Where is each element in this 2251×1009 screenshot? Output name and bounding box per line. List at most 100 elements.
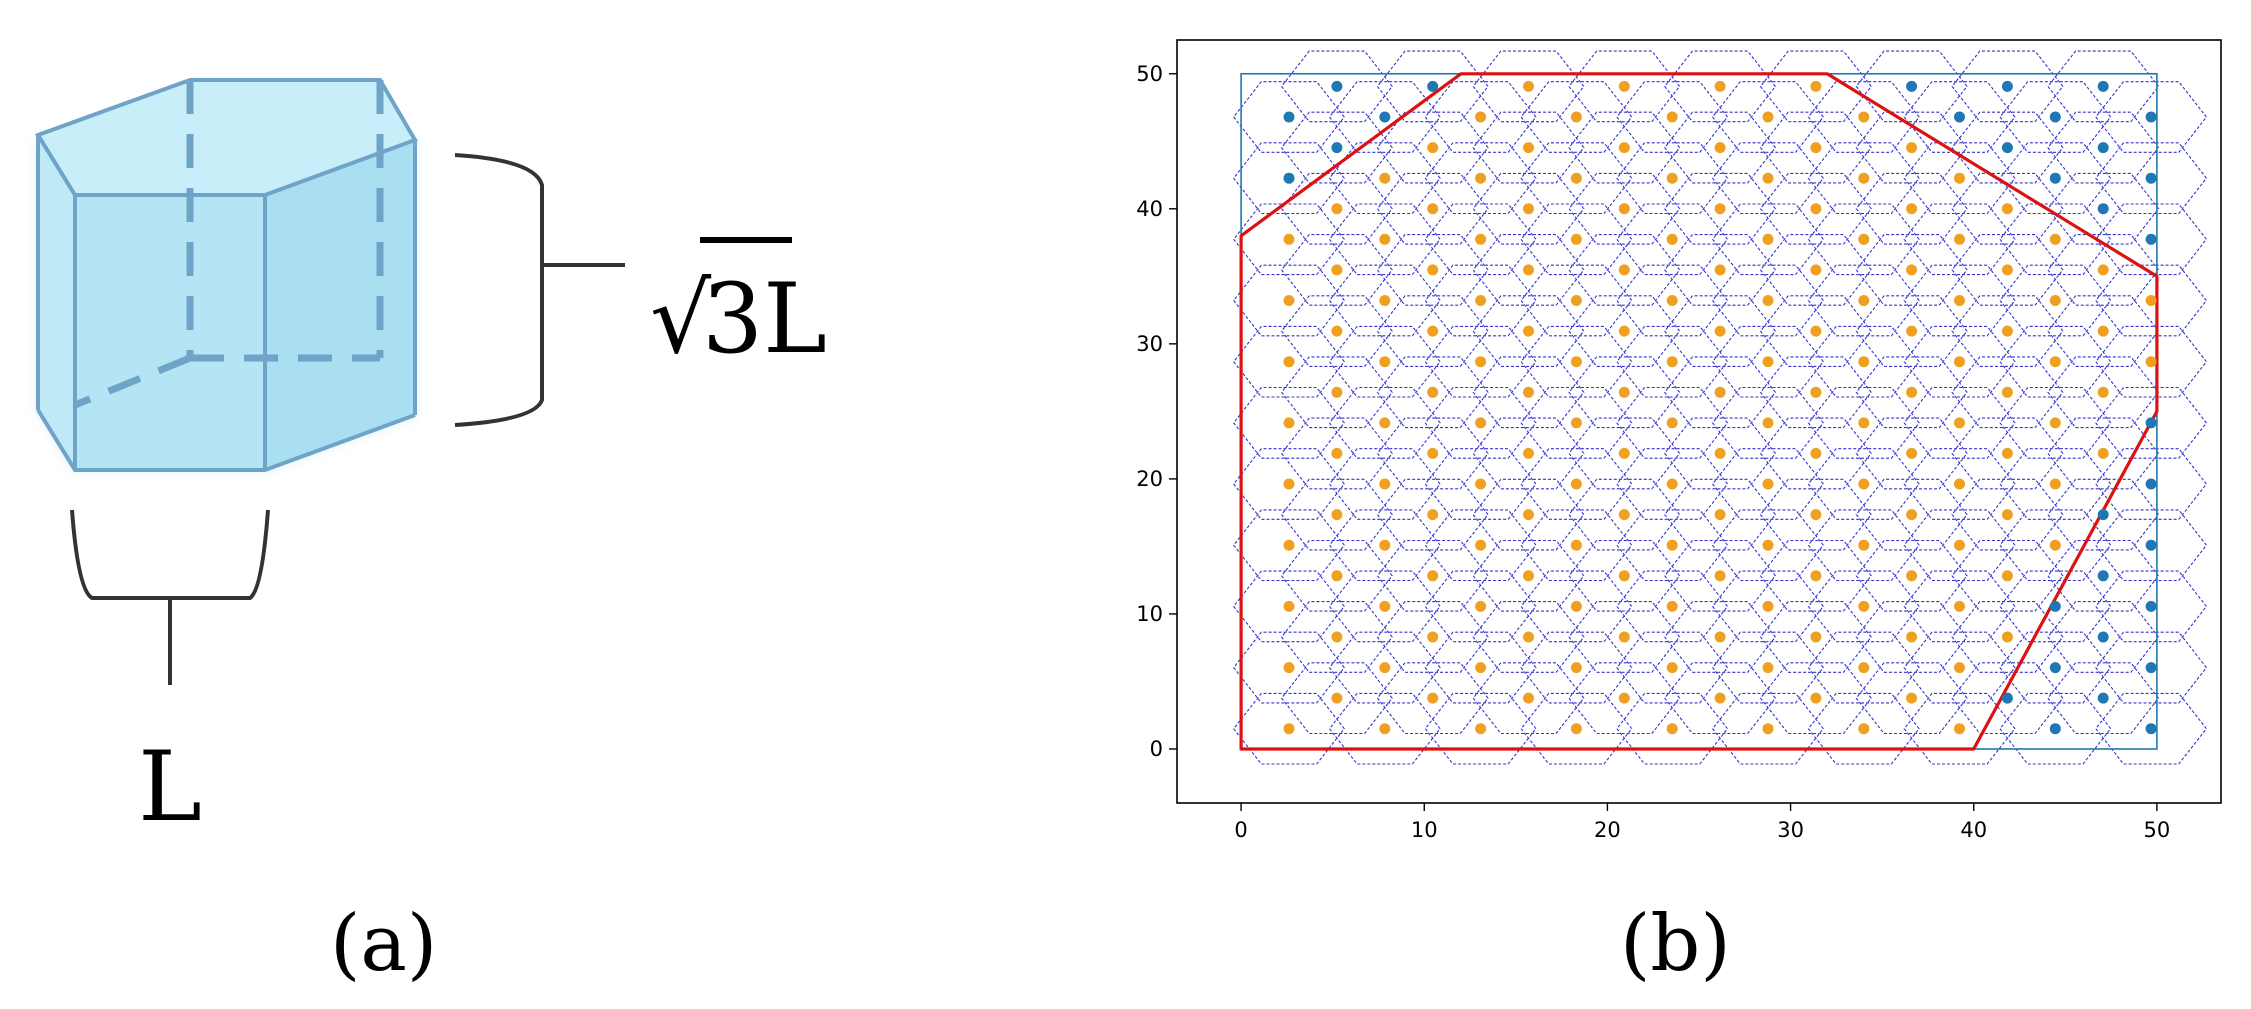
cell-center-point xyxy=(1331,447,1343,459)
hex-cell xyxy=(1568,356,1681,429)
cell-center-point xyxy=(1810,692,1822,704)
cell-center-point xyxy=(2145,295,2157,306)
cell-center-point xyxy=(1714,509,1726,521)
cell-center-point xyxy=(1379,539,1391,551)
boundary-polygon xyxy=(1239,72,2159,751)
hex-cell xyxy=(2095,570,2208,643)
cell-center-point xyxy=(1810,509,1822,521)
x-tick-label: 40 xyxy=(1960,818,1987,842)
cell-center-point xyxy=(1858,600,1870,612)
hex-cell xyxy=(1903,325,2016,398)
hex-cell xyxy=(1376,172,1489,245)
hex-cell xyxy=(1233,264,1345,337)
hex-cell xyxy=(1759,417,1872,490)
caption-a: (a) xyxy=(330,899,438,989)
hex-cell xyxy=(1376,356,1489,429)
cell-center-point xyxy=(2097,80,2109,92)
cell-center-point xyxy=(1523,80,1534,92)
hex-cell xyxy=(1424,631,1537,704)
boundary-polygon-layer xyxy=(1239,72,2159,751)
hex-cell xyxy=(1376,295,1489,367)
prism-visible-edges xyxy=(36,135,417,472)
hex-cell xyxy=(1664,356,1777,429)
hex-cell xyxy=(1855,662,1968,735)
cell-center-point xyxy=(1570,295,1582,306)
cell-center-point xyxy=(1954,662,1965,674)
hex-cell xyxy=(1280,172,1393,245)
cell-center-point xyxy=(1379,356,1391,368)
cell-center-point xyxy=(1427,692,1439,704)
cell-center-point xyxy=(1427,142,1439,154)
cell-center-point xyxy=(1906,509,1918,521)
hex-cell xyxy=(1472,356,1585,429)
hex-cell xyxy=(1999,325,2112,398)
hex-cell xyxy=(2047,234,2160,306)
hex-cell xyxy=(1807,692,1920,765)
hex-cell xyxy=(1999,509,2112,582)
hex-cell xyxy=(2047,601,2160,673)
cell-center-point xyxy=(1283,111,1295,123)
cell-center-point xyxy=(1523,509,1534,521)
hex-cell xyxy=(1233,81,1345,153)
cell-center-point xyxy=(1331,631,1343,643)
cell-center-point xyxy=(1379,172,1391,184)
hex-cell xyxy=(1807,81,1920,153)
hex-cell xyxy=(1472,234,1585,306)
cell-center-point xyxy=(1762,295,1774,306)
cell-center-point xyxy=(1331,509,1343,521)
x-tick-label: 10 xyxy=(1411,818,1438,842)
hex-cell xyxy=(1855,478,1968,551)
cell-center-point xyxy=(2097,631,2109,643)
cell-center-point xyxy=(1906,325,1918,337)
cell-center-point xyxy=(1427,264,1439,276)
hex-cell xyxy=(1424,325,1537,398)
cell-center-point xyxy=(1570,662,1582,674)
hex-cell xyxy=(1903,631,2016,704)
hex-cell xyxy=(1280,356,1393,429)
hex-cell xyxy=(1903,203,2016,276)
hex-cell xyxy=(1903,692,2016,765)
cell-center-point xyxy=(2049,233,2061,245)
hex-cell xyxy=(1568,234,1681,306)
cell-center-point xyxy=(1906,203,1918,215)
cell-center-point xyxy=(1570,233,1582,245)
hex-cell xyxy=(1328,203,1441,276)
cell-center-point xyxy=(2145,233,2157,245)
cell-center-point xyxy=(1475,723,1487,735)
hex-cell xyxy=(1233,692,1345,765)
cell-center-point xyxy=(1379,295,1391,306)
cell-center-point xyxy=(1331,142,1343,154)
cell-center-point xyxy=(1379,600,1391,612)
x-tick-label: 50 xyxy=(2144,818,2171,842)
cell-center-point xyxy=(2001,203,2013,215)
cell-center-point xyxy=(1954,417,1965,429)
cell-center-point xyxy=(1618,142,1630,154)
hex-cell xyxy=(1424,692,1537,765)
cell-center-point xyxy=(2145,723,2157,735)
hex-cell xyxy=(1664,172,1777,245)
cell-center-point xyxy=(1523,570,1534,582)
hex-cell xyxy=(1233,203,1345,276)
hex-cell xyxy=(1759,234,1872,306)
hex-cell xyxy=(1951,295,2064,367)
hex-cell xyxy=(2095,692,2208,765)
hex-cell xyxy=(1233,631,1345,704)
hex-cell xyxy=(1951,539,2064,612)
cell-center-point xyxy=(2049,723,2061,735)
cell-center-point xyxy=(2049,417,2061,429)
hex-cell xyxy=(1855,417,1968,490)
cell-center-point xyxy=(1523,203,1534,215)
hex-cell xyxy=(1328,142,1441,215)
cell-center-point xyxy=(1666,295,1678,306)
hex-cell xyxy=(1855,601,1968,673)
cell-center-point xyxy=(1714,264,1726,276)
hex-cell xyxy=(1520,142,1633,215)
cell-center-point xyxy=(1379,417,1391,429)
prism-right-face xyxy=(265,140,415,470)
hex-cell xyxy=(1711,692,1824,765)
cell-center-point xyxy=(2097,447,2109,459)
cell-center-point xyxy=(1858,662,1870,674)
cell-center-point xyxy=(1331,203,1343,215)
hex-cell xyxy=(1520,448,1633,520)
cell-center-point xyxy=(1714,80,1726,92)
